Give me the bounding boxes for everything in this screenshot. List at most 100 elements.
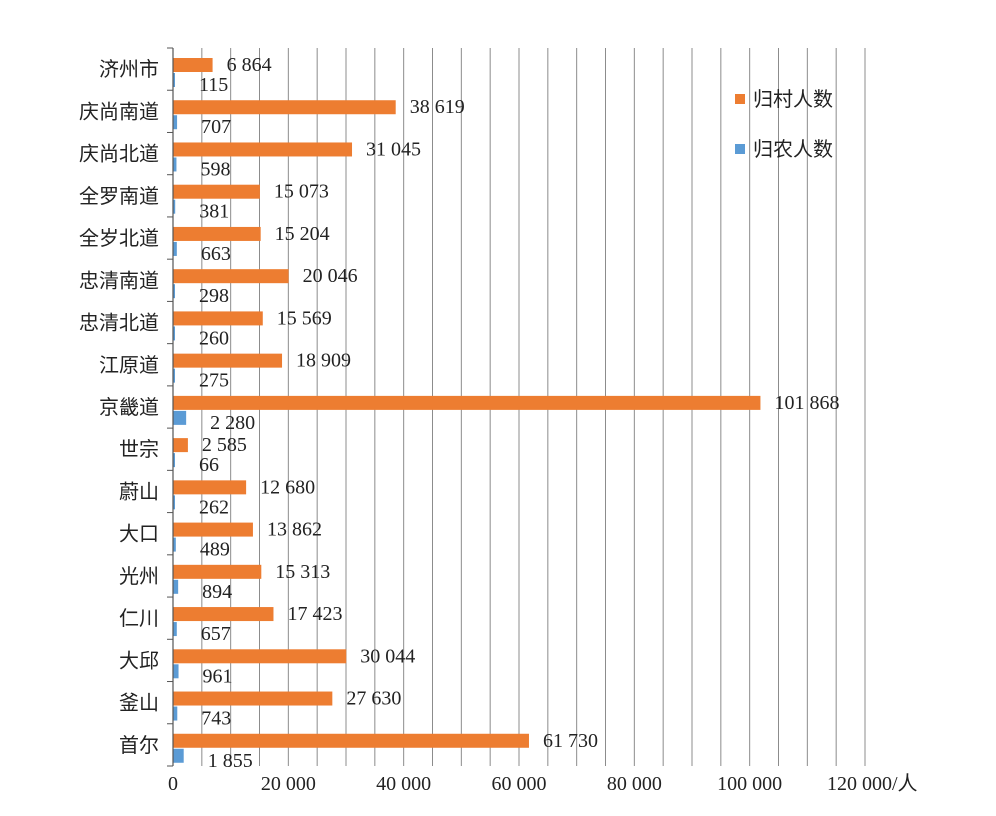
x-tick-label: 100 000 xyxy=(717,773,782,795)
data-label-guicun: 38 619 xyxy=(410,96,465,118)
data-label-guinong: 298 xyxy=(199,285,229,307)
bar-guicun xyxy=(173,395,761,410)
data-label-guinong: 260 xyxy=(199,327,229,349)
data-label-guicun: 17 423 xyxy=(287,603,342,625)
data-label-guinong: 961 xyxy=(203,665,233,687)
bar-guicun xyxy=(173,184,260,199)
data-label-guinong: 743 xyxy=(201,708,231,730)
data-label-guinong: 894 xyxy=(202,581,232,603)
data-label-guinong: 2 280 xyxy=(210,412,255,434)
x-tick-label: 0 xyxy=(168,773,178,795)
data-label-guicun: 12 680 xyxy=(260,476,315,498)
bar-guicun xyxy=(173,522,253,537)
data-label-guicun: 31 045 xyxy=(366,138,421,160)
data-label-guicun: 15 073 xyxy=(274,181,329,203)
x-tick-label: 60 000 xyxy=(492,773,547,795)
axes: 0 20 000 40 000 60 000 80 000 100 000 120 000/… xyxy=(79,47,918,795)
data-label-guinong: 1 855 xyxy=(208,750,253,772)
category-label: 光州 xyxy=(119,564,159,588)
category-label: 大邱 xyxy=(119,648,159,672)
data-label-guinong: 663 xyxy=(201,243,231,265)
data-label-guicun: 18 909 xyxy=(296,350,351,372)
bar-guinong xyxy=(173,241,177,256)
data-label-guicun: 61 730 xyxy=(543,730,598,752)
bar-guicun xyxy=(173,311,263,326)
bar-guinong xyxy=(173,73,175,87)
bar-guicun xyxy=(173,438,188,453)
bar-guinong xyxy=(173,368,175,383)
bar-guicun xyxy=(173,480,247,495)
data-label-guicun: 2 585 xyxy=(202,434,247,456)
category-label: 忠清南道 xyxy=(79,268,159,292)
data-label-guicun: 20 046 xyxy=(303,265,358,287)
bar-guinong xyxy=(173,326,175,341)
data-label-guinong: 275 xyxy=(199,370,229,392)
bar-guicun xyxy=(173,564,262,579)
bar-guinong xyxy=(173,453,175,468)
data-label-guinong: 262 xyxy=(199,496,229,518)
data-label-guinong: 598 xyxy=(200,158,230,180)
category-label: 庆尚北道 xyxy=(79,142,159,166)
data-label-guicun: 15 569 xyxy=(277,307,332,329)
bar-guicun xyxy=(173,353,283,368)
bar-guicun xyxy=(173,58,213,72)
data-label-guicun: 30 044 xyxy=(360,645,415,667)
legend-label: 归村人数 xyxy=(753,87,833,111)
data-label-guicun: 27 630 xyxy=(346,688,401,710)
category-label: 釜山 xyxy=(119,691,159,715)
bar-guinong xyxy=(173,537,176,552)
data-label-guinong: 115 xyxy=(199,74,228,96)
data-label-guinong: 381 xyxy=(199,201,229,223)
legend-swatch xyxy=(735,94,745,104)
bar-guicun xyxy=(173,649,347,664)
x-tick-label: 40 000 xyxy=(376,773,431,795)
category-label: 仁川 xyxy=(119,606,159,630)
bars xyxy=(173,58,761,763)
bar-guinong xyxy=(173,748,184,763)
data-label-guicun: 15 313 xyxy=(275,561,330,583)
bar-guinong xyxy=(173,579,179,594)
bar-guicun xyxy=(173,733,529,748)
bar-guicun xyxy=(173,269,289,284)
bar-guinong xyxy=(173,199,176,214)
bar-guinong xyxy=(173,115,178,130)
data-label-guicun: 13 862 xyxy=(267,519,322,541)
data-label-guinong: 707 xyxy=(201,116,231,138)
bar-guinong xyxy=(173,706,178,721)
category-label: 济州市 xyxy=(99,57,159,81)
category-label: 全岁北道 xyxy=(79,226,159,250)
bar-guinong xyxy=(173,410,187,425)
bar-guicun xyxy=(173,100,396,115)
category-label: 大口 xyxy=(119,522,159,546)
bar-guinong xyxy=(173,157,177,172)
category-label: 世宗 xyxy=(119,437,159,461)
x-tick-label: 20 000 xyxy=(261,773,316,795)
data-label-guicun: 101 868 xyxy=(774,392,839,414)
x-tick-label: 120 000/人 xyxy=(827,772,918,795)
data-label-guinong: 66 xyxy=(199,454,219,476)
bar-guinong xyxy=(173,495,175,510)
category-label: 京畿道 xyxy=(99,395,159,419)
category-label: 首尔 xyxy=(119,733,159,757)
legend-label: 归农人数 xyxy=(753,137,833,161)
category-label: 全罗南道 xyxy=(79,184,159,208)
legend-swatch xyxy=(735,144,745,154)
bar-guicun xyxy=(173,691,333,706)
bar-guicun xyxy=(173,142,353,157)
x-tick-label: 80 000 xyxy=(607,773,662,795)
bar-guinong xyxy=(173,664,179,679)
data-label-guinong: 489 xyxy=(200,539,230,561)
category-label: 庆尚南道 xyxy=(79,99,159,123)
bar-guicun xyxy=(173,226,261,241)
category-label: 忠清北道 xyxy=(79,311,159,335)
data-label-guicun: 6 864 xyxy=(227,54,272,76)
bar-guinong xyxy=(173,622,177,637)
data-label-guinong: 657 xyxy=(201,623,231,645)
bar-guicun xyxy=(173,607,274,622)
category-label: 蔚山 xyxy=(119,479,159,503)
category-label: 江原道 xyxy=(99,353,159,377)
